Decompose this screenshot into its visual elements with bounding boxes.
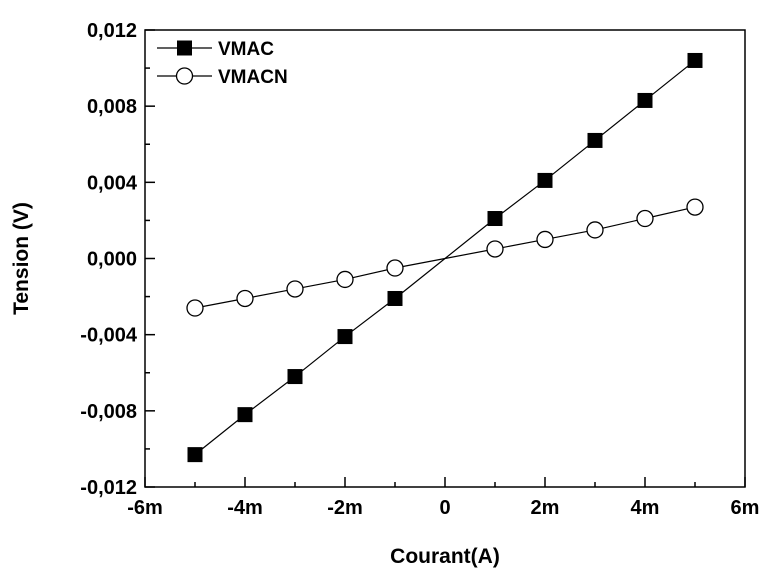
plot-frame	[144, 29, 746, 488]
data-point	[586, 221, 604, 239]
y-tick-label: -0,004	[80, 325, 138, 347]
data-point	[686, 198, 704, 216]
tick-labels: -6m -4m -2m 0 2m 4m 6m -0,012 -0,008 -0,004 0,000 0…	[80, 20, 759, 519]
y-tick-label: 0,012	[87, 20, 137, 42]
series-line	[194, 206, 696, 309]
data-point	[286, 280, 304, 298]
data-point	[386, 259, 404, 277]
data-point	[187, 447, 203, 463]
series-vmac	[187, 52, 703, 463]
legend-entry: VMACN	[157, 67, 288, 88]
x-tick-label: -4m	[227, 497, 263, 519]
data-point	[536, 230, 554, 249]
data-point	[337, 329, 353, 345]
data-point	[486, 240, 504, 258]
data-point	[687, 52, 703, 68]
series-line	[194, 59, 696, 456]
data-point	[537, 172, 553, 188]
y-tick-label: 0,000	[87, 249, 137, 271]
legend-label: VMACN	[218, 67, 288, 88]
y-tick-label: 0,004	[87, 172, 138, 194]
x-tick-label: -2m	[327, 497, 363, 519]
data-point	[237, 407, 253, 423]
data-point	[387, 290, 403, 306]
data-point	[587, 132, 603, 148]
legend-entry: VMAC	[157, 39, 274, 60]
x-axis-title: Courant(A)	[390, 545, 500, 568]
y-tick-label: -0,012	[80, 477, 137, 499]
series-vmacn	[186, 198, 704, 317]
data-point	[487, 211, 503, 227]
legend-marker	[177, 40, 192, 56]
y-axis-title: Tension (V)	[10, 202, 33, 315]
series-layer	[186, 52, 704, 463]
data-point	[186, 299, 204, 317]
y-tick-label: -0,008	[80, 401, 137, 423]
x-tick-label: 6m	[731, 497, 760, 519]
y-tick-label: 0,008	[87, 96, 137, 118]
data-point	[637, 92, 653, 108]
x-tick-label: 0	[439, 497, 450, 519]
legend-label: VMAC	[218, 39, 274, 60]
data-point	[287, 369, 303, 385]
x-tick-label: 4m	[631, 497, 660, 519]
legend-marker	[175, 67, 194, 85]
x-tick-label: 2m	[531, 497, 560, 519]
data-point	[236, 289, 254, 308]
minor-ticks	[145, 67, 696, 487]
x-tick-label: -6m	[127, 497, 163, 519]
legend: VMAC VMACN	[157, 39, 288, 88]
data-point	[636, 209, 654, 228]
data-point	[336, 270, 354, 289]
